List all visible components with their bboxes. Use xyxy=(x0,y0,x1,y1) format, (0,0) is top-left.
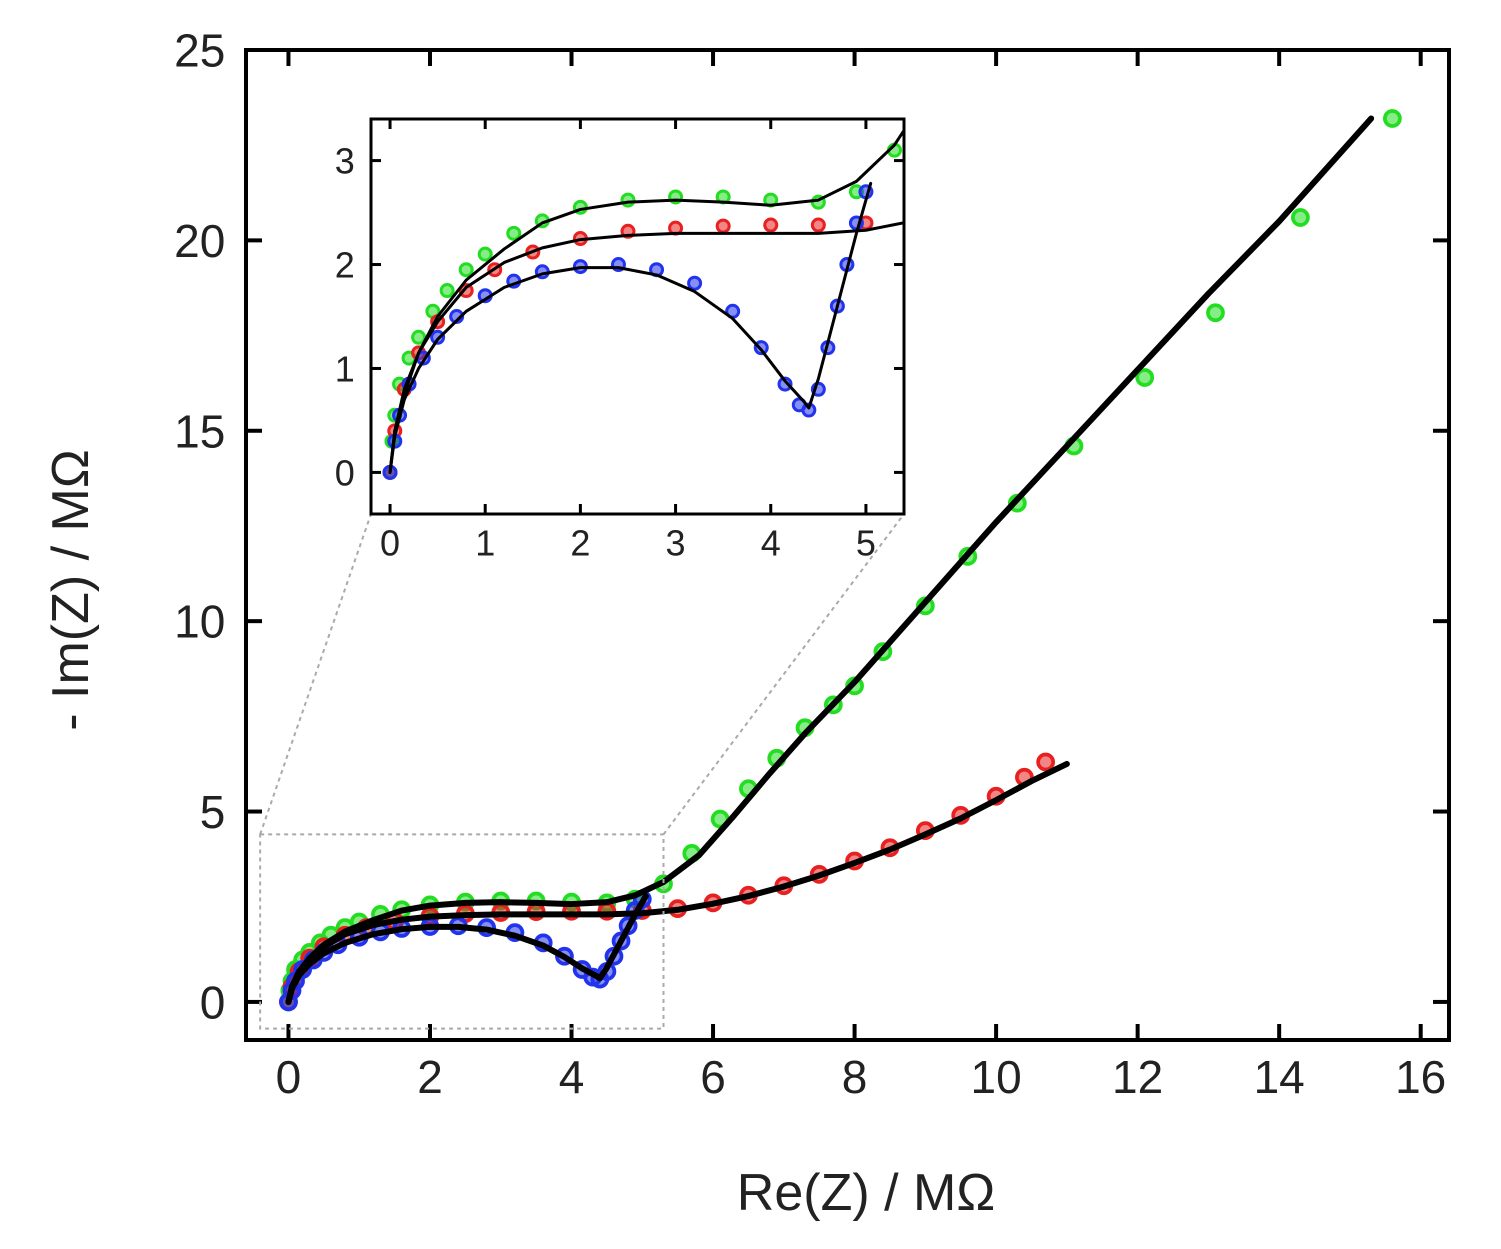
inset-blue-fit-line xyxy=(388,181,873,474)
inset-x-tick-label: 2 xyxy=(570,522,590,563)
main-blue-fit-line xyxy=(285,893,649,1005)
inset-green-point xyxy=(458,262,474,278)
main-y-tick-label: 25 xyxy=(174,25,225,77)
inset-red-point xyxy=(810,217,826,233)
inset-red-point xyxy=(715,218,731,234)
main-x-tick-label: 14 xyxy=(1254,1051,1305,1103)
main-y-tick-label: 10 xyxy=(174,596,225,648)
inset-green-point xyxy=(439,283,455,299)
inset-green-point xyxy=(411,329,427,345)
inset-x-tick-label: 4 xyxy=(761,522,781,563)
inset-red-point xyxy=(458,283,474,299)
main-green-point xyxy=(1135,368,1155,387)
main-x-tick-label: 0 xyxy=(276,1051,302,1103)
main-x-tick-label: 6 xyxy=(700,1051,726,1103)
main-y-tick-label: 20 xyxy=(174,215,225,267)
main-y-tick-label: 0 xyxy=(200,976,226,1028)
inset-x-tick-label: 1 xyxy=(475,522,495,563)
inset-red-fit-line xyxy=(388,221,904,474)
inset-green-point xyxy=(506,225,522,241)
inset-y-tick-label: 3 xyxy=(335,141,355,182)
main-red-point xyxy=(1036,752,1056,772)
main-x-tick-label: 10 xyxy=(971,1051,1022,1103)
main-x-tick-label: 2 xyxy=(417,1051,443,1103)
main-x-tick-label: 4 xyxy=(559,1051,585,1103)
inset-green-point xyxy=(477,246,493,262)
y-axis-title: - Im(Z) / MΩ xyxy=(42,449,100,730)
inset-axes-frame xyxy=(369,117,906,516)
x-axis-title: Re(Z) / MΩ xyxy=(737,1164,995,1222)
main-green-point xyxy=(1383,109,1402,128)
zoom-connector-left xyxy=(259,513,372,835)
main-y-tick-label: 5 xyxy=(200,786,226,838)
main-y-tick-label: 15 xyxy=(174,405,225,457)
inset-blue-point xyxy=(777,376,793,392)
inset-x-tick-label: 5 xyxy=(856,522,876,563)
inset-x-tick-label: 0 xyxy=(380,522,400,563)
zoom-connector-right xyxy=(662,513,905,835)
main-green-point xyxy=(1206,303,1225,323)
main-x-tick-label: 16 xyxy=(1395,1051,1446,1103)
main-axes-frame xyxy=(244,48,1451,1042)
inset-y-tick-label: 0 xyxy=(335,452,355,493)
main-green-point xyxy=(1291,208,1310,227)
inset-plot: 0 1 2 3 4 5 0 1 2 3 xyxy=(259,117,906,835)
main-x-tick-label: 8 xyxy=(842,1051,868,1103)
inset-blue-point xyxy=(687,275,703,291)
zoom-source-box xyxy=(259,833,665,1030)
main-data-layer xyxy=(279,109,1402,1012)
main-x-tick-label: 12 xyxy=(1112,1051,1163,1103)
inset-green-fit-line xyxy=(388,127,904,474)
inset-y-tick-label: 1 xyxy=(335,348,355,389)
inset-red-point xyxy=(763,217,779,233)
main-red-fit-line xyxy=(285,760,1070,1005)
inset-y-tick-label: 2 xyxy=(335,244,355,285)
inset-data-layer xyxy=(382,127,904,480)
inset-x-tick-label: 3 xyxy=(666,522,686,563)
